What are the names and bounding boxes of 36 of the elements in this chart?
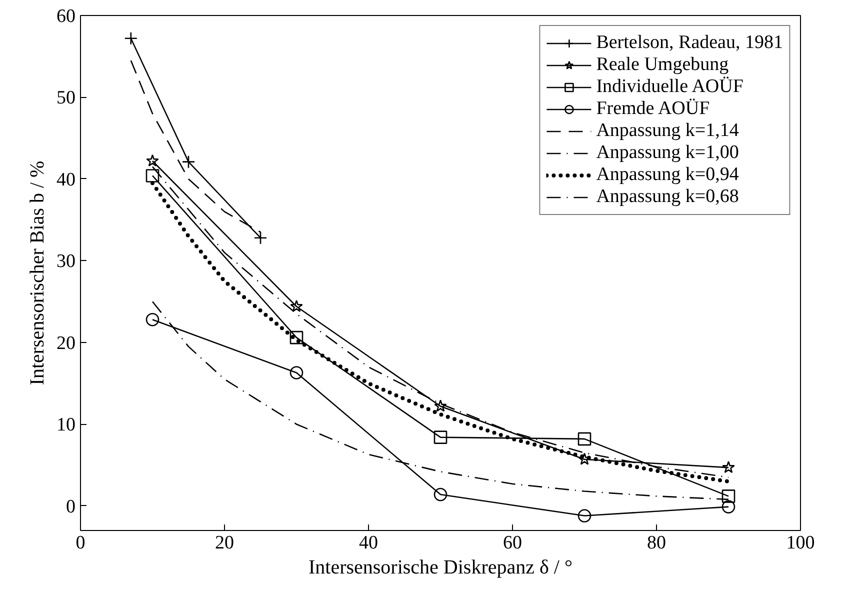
legend-label: Anpassung k=0,68 bbox=[596, 186, 739, 208]
legend-label: Anpassung k=1,00 bbox=[596, 142, 739, 164]
x-tick-label: 100 bbox=[786, 532, 815, 554]
legend-label: Individuelle AOÜF bbox=[596, 76, 744, 98]
point bbox=[290, 300, 303, 312]
x-tick-label: 80 bbox=[647, 532, 666, 554]
legend-label: Fremde AOÜF bbox=[596, 98, 710, 120]
point bbox=[434, 488, 448, 502]
legend-label: Anpassung k=0,94 bbox=[596, 164, 739, 186]
legend-label: Bertelson, Radeau, 1981 bbox=[596, 32, 783, 54]
point bbox=[290, 330, 304, 344]
point bbox=[434, 400, 447, 412]
point bbox=[578, 509, 592, 522]
y-tick-label: 10 bbox=[56, 414, 76, 436]
y-tick-label: 40 bbox=[56, 169, 76, 190]
point bbox=[146, 169, 160, 182]
x-tick-label: 40 bbox=[359, 532, 378, 554]
point bbox=[146, 312, 160, 326]
y-tick-label: 0 bbox=[66, 496, 76, 518]
point bbox=[146, 154, 159, 167]
y-tick-label: 20 bbox=[56, 332, 76, 354]
x-tick-label: 20 bbox=[215, 532, 234, 554]
y-tick-label: 30 bbox=[56, 251, 76, 272]
legend-label: Reale Umgebung bbox=[596, 54, 729, 76]
point bbox=[722, 500, 736, 514]
x-axis-title: Intersensorische Diskrepanz δ / ° bbox=[308, 556, 573, 578]
point bbox=[722, 460, 735, 474]
x-tick-label: 60 bbox=[503, 532, 522, 554]
point bbox=[722, 490, 736, 503]
point bbox=[434, 430, 448, 444]
point bbox=[578, 432, 592, 446]
y-tick-label: 60 bbox=[56, 6, 76, 27]
y-tick-label: 50 bbox=[56, 88, 76, 109]
point bbox=[290, 366, 304, 380]
legend-label: Anpassung k=1,14 bbox=[596, 120, 739, 142]
y-axis-title: Intersensorischer Bias b / % bbox=[26, 160, 48, 386]
